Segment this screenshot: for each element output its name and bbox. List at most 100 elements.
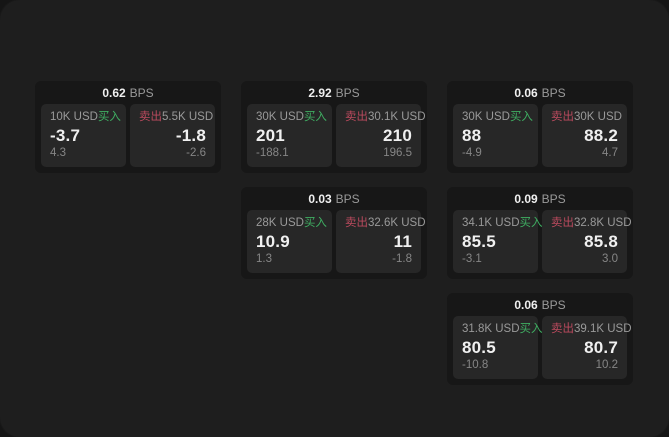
card-header: 0.03 BPS	[247, 187, 421, 210]
buy-delta: -188.1	[256, 147, 289, 160]
sell-amount: 39.1K USD	[574, 323, 632, 335]
sell-panel-top: 卖出 32.6K USD	[345, 217, 426, 230]
sell-amount: 30K USD	[574, 111, 622, 123]
buy-price: 88	[462, 125, 482, 145]
bps-value: 2.92	[308, 85, 332, 100]
sell-label: 卖出	[345, 217, 368, 229]
card-header: 2.92 BPS	[247, 81, 421, 104]
quote-cells: 30K USD 买入 201 -188.1 卖出 30.1K USD 210 1…	[247, 104, 426, 167]
sell-panel[interactable]: 卖出 32.8K USD 85.8 3.0	[542, 210, 632, 273]
buy-label: 买入	[519, 323, 543, 335]
buy-label: 买入	[509, 111, 533, 123]
card-header: 0.06 BPS	[453, 293, 627, 316]
sell-price: 88.2	[584, 125, 618, 145]
sell-label: 卖出	[345, 111, 368, 123]
sell-delta: 3.0	[602, 253, 618, 266]
bps-value: 0.06	[514, 85, 538, 100]
sell-panel-top: 卖出 30K USD	[551, 111, 622, 124]
sell-panel-top: 卖出 39.1K USD	[551, 323, 632, 336]
bps-unit-label: BPS	[541, 85, 566, 100]
buy-price: 10.9	[256, 231, 290, 251]
quote-card: 0.06 BPS 31.8K USD 买入 80.5 -10.8 卖出 39.1…	[447, 293, 633, 385]
sell-panel[interactable]: 卖出 39.1K USD 80.7 10.2	[542, 316, 632, 379]
buy-panel-top: 28K USD 买入	[256, 217, 327, 230]
buy-price: -3.7	[50, 125, 81, 145]
sell-panel-top: 卖出 32.8K USD	[551, 217, 632, 230]
sell-amount: 32.8K USD	[574, 217, 632, 229]
sell-label: 卖出	[551, 323, 574, 335]
buy-price: 85.5	[462, 231, 496, 251]
sell-delta: -1.8	[392, 253, 412, 266]
buy-panel-top: 34.1K USD 买入	[462, 217, 543, 230]
buy-panel[interactable]: 30K USD 买入 201 -188.1	[247, 104, 332, 167]
quote-card: 0.62 BPS 10K USD 买入 -3.7 4.3 卖出 5.5K USD…	[35, 81, 221, 173]
buy-delta: -3.1	[462, 253, 482, 266]
buy-delta: 1.3	[256, 253, 272, 266]
card-header: 0.09 BPS	[453, 187, 627, 210]
sell-price: 11	[393, 231, 412, 251]
buy-amount: 30K USD	[462, 111, 510, 123]
buy-delta: -4.9	[462, 147, 482, 160]
quote-cells: 31.8K USD 买入 80.5 -10.8 卖出 39.1K USD 80.…	[453, 316, 632, 379]
sell-label: 卖出	[551, 217, 574, 229]
sell-delta: 10.2	[595, 359, 618, 372]
sell-amount: 5.5K USD	[162, 111, 214, 123]
quote-grid: 0.62 BPS 10K USD 买入 -3.7 4.3 卖出 5.5K USD…	[35, 81, 633, 385]
bps-value: 0.03	[308, 191, 332, 206]
bps-value: 0.09	[514, 191, 538, 206]
sell-panel[interactable]: 卖出 30K USD 88.2 4.7	[542, 104, 627, 167]
bps-unit-label: BPS	[335, 85, 360, 100]
buy-panel[interactable]: 30K USD 买入 88 -4.9	[453, 104, 538, 167]
sell-delta: -2.6	[186, 147, 206, 160]
quote-card: 2.92 BPS 30K USD 买入 201 -188.1 卖出 30.1K …	[241, 81, 427, 173]
buy-price: 201	[256, 125, 285, 145]
buy-price: 80.5	[462, 337, 496, 357]
buy-label: 买入	[97, 111, 121, 123]
sell-label: 卖出	[551, 111, 574, 123]
buy-panel-top: 10K USD 买入	[50, 111, 121, 124]
sell-panel-top: 卖出 30.1K USD	[345, 111, 426, 124]
sell-delta: 196.5	[383, 147, 412, 160]
bps-value: 0.06	[514, 297, 538, 312]
buy-label: 买入	[303, 217, 327, 229]
quote-cells: 10K USD 买入 -3.7 4.3 卖出 5.5K USD -1.8 -2.…	[41, 104, 215, 167]
buy-panel[interactable]: 28K USD 买入 10.9 1.3	[247, 210, 332, 273]
buy-panel-top: 31.8K USD 买入	[462, 323, 543, 336]
quote-cells: 34.1K USD 买入 85.5 -3.1 卖出 32.8K USD 85.8…	[453, 210, 632, 273]
bps-unit-label: BPS	[541, 191, 566, 206]
buy-label: 买入	[303, 111, 327, 123]
bps-unit-label: BPS	[129, 85, 154, 100]
bps-unit-label: BPS	[335, 191, 360, 206]
quote-card: 0.06 BPS 30K USD 买入 88 -4.9 卖出 30K USD 8…	[447, 81, 633, 173]
bps-value: 0.62	[102, 85, 126, 100]
buy-amount: 30K USD	[256, 111, 304, 123]
buy-delta: -10.8	[462, 359, 489, 372]
sell-price: 210	[383, 125, 412, 145]
quote-cells: 28K USD 买入 10.9 1.3 卖出 32.6K USD 11 -1.8	[247, 210, 426, 273]
sell-price: 80.7	[584, 337, 618, 357]
sell-delta: 4.7	[602, 147, 618, 160]
buy-amount: 31.8K USD	[462, 323, 520, 335]
sell-panel[interactable]: 卖出 32.6K USD 11 -1.8	[336, 210, 426, 273]
sell-panel[interactable]: 卖出 5.5K USD -1.8 -2.6	[130, 104, 215, 167]
buy-label: 买入	[519, 217, 543, 229]
sell-label: 卖出	[139, 111, 162, 123]
buy-panel[interactable]: 10K USD 买入 -3.7 4.3	[41, 104, 126, 167]
sell-panel[interactable]: 卖出 30.1K USD 210 196.5	[336, 104, 426, 167]
sell-panel-top: 卖出 5.5K USD	[139, 111, 213, 124]
sell-price: -1.8	[175, 125, 206, 145]
card-header: 0.62 BPS	[41, 81, 215, 104]
buy-panel-top: 30K USD 买入	[256, 111, 327, 124]
buy-amount: 34.1K USD	[462, 217, 520, 229]
sell-price: 85.8	[584, 231, 618, 251]
sell-amount: 30.1K USD	[368, 111, 426, 123]
buy-panel[interactable]: 31.8K USD 买入 80.5 -10.8	[453, 316, 543, 379]
sell-amount: 32.6K USD	[368, 217, 426, 229]
quote-cells: 30K USD 买入 88 -4.9 卖出 30K USD 88.2 4.7	[453, 104, 627, 167]
buy-panel[interactable]: 34.1K USD 买入 85.5 -3.1	[453, 210, 543, 273]
buy-delta: 4.3	[50, 147, 66, 160]
quote-card: 0.09 BPS 34.1K USD 买入 85.5 -3.1 卖出 32.8K…	[447, 187, 633, 279]
buy-amount: 10K USD	[50, 111, 98, 123]
card-header: 0.06 BPS	[453, 81, 627, 104]
